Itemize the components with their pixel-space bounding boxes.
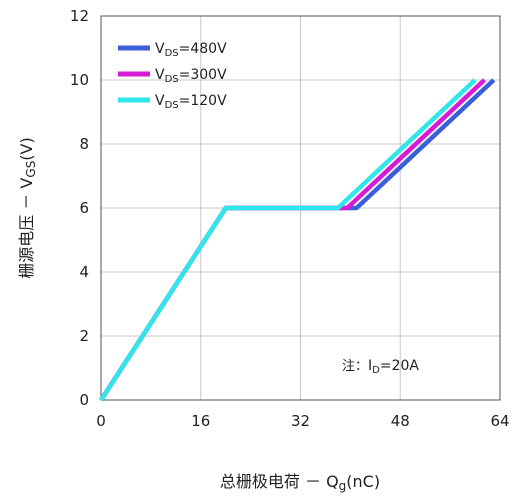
y-tick-label: 10 [70,71,89,89]
x-axis-title: 总栅极电荷 － Qg(nC) [220,472,380,493]
series-line-3 [101,80,475,400]
x-tick-label: 0 [96,412,106,430]
legend-label-1: VDS=480V [155,41,227,59]
annotation: 注：ID=20A [342,358,419,376]
y-tick-label: 8 [79,135,89,153]
series-lines [101,80,494,400]
legend-entry-1: VDS=480V [118,41,227,59]
legend: VDS=480V VDS=300V VDS=120V [118,41,227,111]
legend-label-2: VDS=300V [155,67,227,85]
legend-entry-3: VDS=120V [118,93,227,111]
legend-label-3: VDS=120V [155,93,227,111]
y-axis-title: 栅源电压 － VGS(V) [17,137,38,279]
x-tick-label: 48 [391,412,410,430]
x-tick-label: 16 [191,412,210,430]
tick-labels: 0 16 32 48 64 0 2 4 6 8 10 12 [70,7,510,430]
x-tick-label: 32 [291,412,310,430]
y-tick-label: 12 [70,7,89,25]
x-tick-label: 64 [490,412,509,430]
legend-entry-2: VDS=300V [118,67,227,85]
y-tick-label: 2 [79,327,89,345]
y-tick-label: 6 [79,199,89,217]
y-tick-label: 4 [79,263,89,281]
y-tick-label: 0 [79,391,89,409]
